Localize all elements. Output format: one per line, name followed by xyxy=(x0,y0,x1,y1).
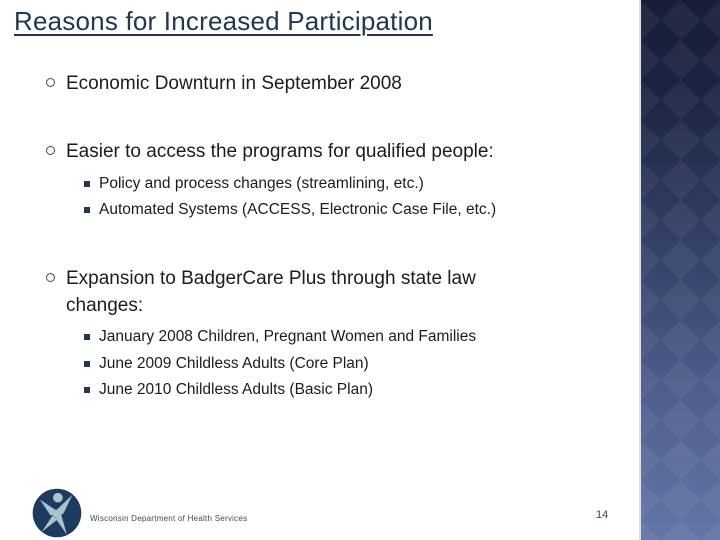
slide-page-number: 14 xyxy=(596,509,609,521)
decorative-sidebar xyxy=(639,0,720,540)
sub-bullet-item-3c: June 2010 Childless Adults (Basic Plan) xyxy=(84,378,373,402)
sub-bullet-text: Policy and process changes (streamlining… xyxy=(99,175,424,192)
bullet-item-1: Economic Downturn in September 2008 xyxy=(46,70,402,97)
bullet-circle-icon xyxy=(46,78,55,87)
bullet-item-2: Easier to access the programs for qualif… xyxy=(46,138,494,165)
bullet-square-icon xyxy=(84,181,90,187)
bullet-text: Expansion to BadgerCare Plus through sta… xyxy=(66,268,476,316)
bullet-item-3: Expansion to BadgerCare Plus through sta… xyxy=(46,265,518,319)
sub-bullet-text: June 2009 Childless Adults (Core Plan) xyxy=(99,355,369,372)
sub-bullet-item-3b: June 2009 Childless Adults (Core Plan) xyxy=(84,352,369,376)
page-title: Reasons for Increased Participation xyxy=(14,6,433,36)
bullet-text: Easier to access the programs for qualif… xyxy=(66,141,494,162)
bullet-square-icon xyxy=(84,207,90,213)
bullet-square-icon xyxy=(84,387,90,393)
footer-organization-label: Wisconsin Department of Health Services xyxy=(90,514,248,523)
sub-bullet-text: June 2010 Childless Adults (Basic Plan) xyxy=(99,381,373,398)
sub-bullet-item-2b: Automated Systems (ACCESS, Electronic Ca… xyxy=(84,198,496,222)
bullet-text: Economic Downturn in September 2008 xyxy=(66,73,402,94)
bullet-square-icon xyxy=(84,334,90,340)
bullet-circle-icon xyxy=(46,273,55,282)
bullet-square-icon xyxy=(84,361,90,367)
sub-bullet-item-2a: Policy and process changes (streamlining… xyxy=(84,172,424,196)
sub-bullet-text: Automated Systems (ACCESS, Electronic Ca… xyxy=(99,201,497,218)
sub-bullet-item-3a: January 2008 Children, Pregnant Women an… xyxy=(84,325,476,349)
sub-bullet-text: January 2008 Children, Pregnant Women an… xyxy=(99,328,477,345)
bullet-circle-icon xyxy=(46,146,55,155)
wisconsin-dhs-logo-icon xyxy=(32,488,82,538)
